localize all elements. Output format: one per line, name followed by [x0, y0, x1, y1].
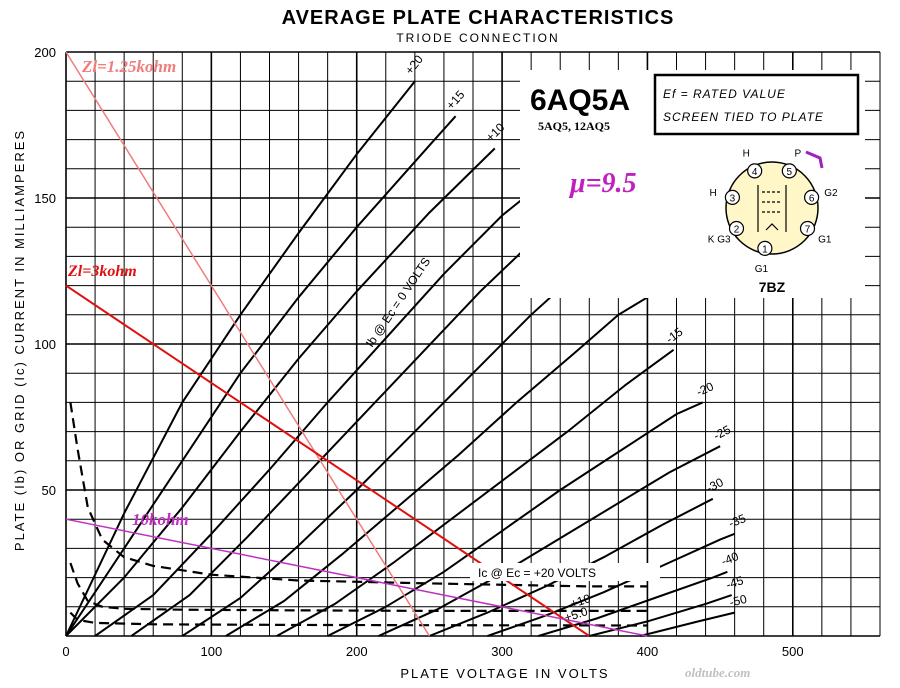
grid-current-curve [69, 562, 648, 612]
plate-curve [130, 208, 569, 637]
grid-family-label: Ic @ Ec = +20 VOLTS [478, 566, 596, 580]
load-line [65, 51, 431, 637]
plate-curve [327, 401, 704, 637]
plate-curve [378, 445, 721, 637]
tube-note-box [653, 73, 860, 136]
tube-basing-code: 7BZ [759, 279, 786, 295]
tube-pin [728, 220, 745, 237]
load-line-label: Zl=3kohm [67, 263, 137, 280]
watermark: oldtube.com [685, 665, 750, 680]
tube-pin-name: G1 [755, 264, 769, 275]
y-tick-label: 200 [34, 45, 56, 60]
plate-curve-label: +10 [483, 120, 508, 144]
tube-pin-number: 7 [805, 225, 811, 236]
y-axis-label: PLATE (Ib) OR GRID (Ic) CURRENT IN MILLI… [12, 129, 27, 551]
tube-pin-number: 3 [730, 193, 736, 204]
x-tick-label: 300 [491, 644, 513, 659]
chart-title: AVERAGE PLATE CHARACTERISTICS [282, 7, 675, 29]
plate-curve-label: -40 [719, 549, 741, 569]
axis-ticks: 0 100 200 300 400 500 50 100 150 200 [34, 45, 803, 659]
plate-curve [276, 348, 675, 637]
load-line-label: 10kohm [132, 510, 189, 529]
plate-curve-label: -15 [663, 325, 686, 347]
grid-family-label-backdrop [470, 563, 660, 581]
grid-current-curve [69, 611, 648, 627]
tube-pin-name: G1 [818, 235, 832, 246]
plate-curve [538, 570, 728, 637]
mu-annotation: μ=9.5 [568, 168, 637, 199]
tube-note-line-2: SCREEN TIED TO PLATE [663, 110, 824, 124]
plate-curve [589, 594, 733, 637]
plate-curve-label: +20 [402, 52, 426, 77]
tube-pin-number: 4 [752, 167, 758, 178]
plate-curve [65, 80, 416, 637]
tube-pin-name: K G3 [708, 235, 731, 246]
tube-pin-name: G2 [824, 188, 838, 199]
plate-curve-label: -25 [711, 422, 733, 443]
tube-pin-number: 5 [787, 167, 793, 178]
x-axis-label: PLATE VOLTAGE IN VOLTS [400, 666, 609, 681]
plate-curve-label: -35 [727, 511, 749, 531]
screen-to-plate-link [805, 150, 824, 169]
tube-pin-name: H [709, 188, 716, 199]
load-line [65, 518, 648, 637]
plate-curves [65, 80, 735, 637]
plate-curve-label: +15 [443, 88, 467, 113]
plate-curve-label: -45 [724, 573, 745, 592]
plate-curve [639, 611, 735, 637]
tube-pin [724, 189, 740, 205]
tube-pin-name: H [743, 149, 750, 160]
plate-curve [94, 191, 532, 637]
chart-subtitle: TRIODE CONNECTION [396, 31, 559, 45]
y-tick-label: 50 [42, 483, 56, 498]
tube-pin [799, 220, 816, 237]
plate-curve [225, 296, 648, 637]
plate-family-label: Ib @ Ec = 0 VOLTS [363, 255, 433, 350]
grid-current-curves [69, 402, 648, 627]
tube-pin [804, 189, 820, 205]
load-line-label: Zl=1.25kohm [81, 57, 176, 76]
tube-note-line-1: Ef = RATED VALUE [663, 87, 786, 101]
tube-pin-number: 6 [809, 193, 815, 204]
tube-name: 6AQ5A [530, 84, 630, 117]
tube-base-circle [725, 161, 819, 255]
tube-pin [747, 163, 763, 179]
x-tick-label: 500 [782, 644, 804, 659]
tube-equivalents: 5AQ5, 12AQ5 [538, 119, 610, 133]
tube-pin-number: 2 [734, 225, 740, 236]
x-tick-label: 100 [201, 644, 223, 659]
grid-current-curve [69, 402, 648, 588]
tube-pin-name: P [794, 149, 801, 160]
tube-pin [781, 163, 797, 179]
tube-pin [757, 240, 773, 256]
plate-curve-label: -50 [728, 592, 748, 610]
y-tick-label: 100 [34, 337, 56, 352]
x-tick-label: 400 [637, 644, 659, 659]
tube-electrodes-icon [757, 185, 787, 232]
plate-curve-label: -20 [694, 379, 716, 399]
x-tick-label: 200 [346, 644, 368, 659]
plate-curve-label: -30 [704, 475, 726, 496]
x-tick-label: 0 [62, 644, 69, 659]
plate-curve [65, 147, 496, 637]
tube-pin-number: 1 [762, 244, 768, 255]
grid-curve-label: +10 [569, 591, 593, 611]
plate-curve [65, 115, 457, 637]
y-tick-label: 150 [34, 191, 56, 206]
